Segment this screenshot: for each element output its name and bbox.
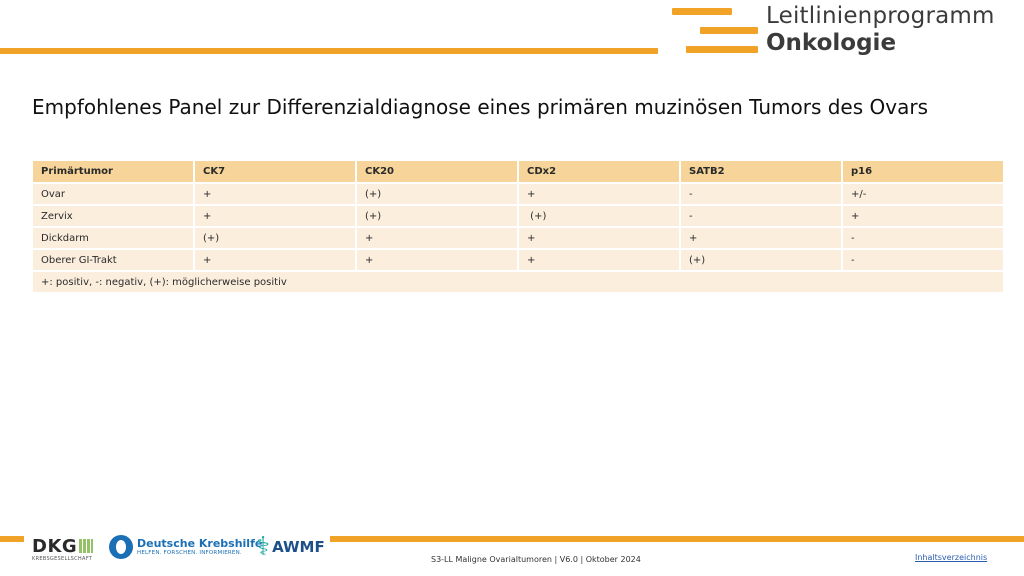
table-row: Ovar + (+) + - +/- [33,184,1003,204]
table-cell: + [519,250,679,270]
brand-logo: Leitlinienprogramm Onkologie [766,5,995,55]
page-title: Empfohlenes Panel zur Differenzialdiagno… [32,95,928,119]
footer-citation: S3-LL Maligne Ovarialtumoren | V6.0 | Ok… [431,555,641,564]
awmf-logo-text: AWMF [272,538,325,556]
krebshilfe-logo-text: Deutsche Krebshilfe [137,536,263,550]
table-cell: (+) [357,184,517,204]
table-cell: Zervix [33,206,193,226]
krebshilfe-tagline: HELFEN. FORSCHEN. INFORMIEREN. [137,550,242,557]
table-row: Dickdarm (+) + + + - [33,228,1003,248]
header-divider [0,48,658,54]
table-cell: + [681,228,841,248]
dkg-logo: DKG KREBSGESELLSCHAFT [32,536,94,562]
table-cell: Oberer GI-Trakt [33,250,193,270]
table-cell: + [519,184,679,204]
column-header: CK7 [195,161,355,182]
table-cell: +/- [843,184,1003,204]
table-cell: + [357,250,517,270]
column-header: CK20 [357,161,517,182]
table-cell: - [843,250,1003,270]
dkg-grid-icon [79,539,94,553]
table-cell: (+) [195,228,355,248]
krebshilfe-emblem-icon [109,535,133,559]
footer-divider-left [0,536,24,542]
column-header: Primärtumor [33,161,193,182]
table-row: Oberer GI-Trakt + + + (+) - [33,250,1003,270]
table-legend: +: positiv, -: negativ, (+): möglicherwe… [33,272,1003,292]
table-cell: + [195,206,355,226]
brand-line-1: Leitlinienprogramm [766,3,995,29]
table-cell: - [843,228,1003,248]
table-cell: + [843,206,1003,226]
footer-divider-right [330,536,1024,542]
table-legend-row: +: positiv, -: negativ, (+): möglicherwe… [33,272,1003,292]
dkg-logo-text: DKG [32,536,78,557]
dkg-logo-subtitle: KREBSGESELLSCHAFT [32,556,93,562]
column-header: CDx2 [519,161,679,182]
table-cell: + [195,184,355,204]
table-cell: Dickdarm [33,228,193,248]
awmf-logo: ⚕ AWMF [256,534,325,560]
table-cell: + [357,228,517,248]
table-cell: (+) [519,206,679,226]
table-cell: - [681,184,841,204]
table-header-row: Primärtumor CK7 CK20 CDx2 SATB2 p16 [33,161,1003,182]
table-row: Zervix + (+) (+) - + [33,206,1003,226]
ihc-panel-table: Primärtumor CK7 CK20 CDx2 SATB2 p16 Ovar… [31,159,1005,294]
table-cell: + [195,250,355,270]
brand-line-2: Onkologie [766,30,897,56]
toc-link[interactable]: Inhaltsverzeichnis [915,553,988,562]
krebshilfe-logo: Deutsche Krebshilfe HELFEN. FORSCHEN. IN… [109,535,262,559]
column-header: SATB2 [681,161,841,182]
column-header: p16 [843,161,1003,182]
table-cell: Ovar [33,184,193,204]
caduceus-icon: ⚕ [256,532,271,562]
table-cell: (+) [357,206,517,226]
table-cell: - [681,206,841,226]
table-cell: + [519,228,679,248]
table-cell: (+) [681,250,841,270]
